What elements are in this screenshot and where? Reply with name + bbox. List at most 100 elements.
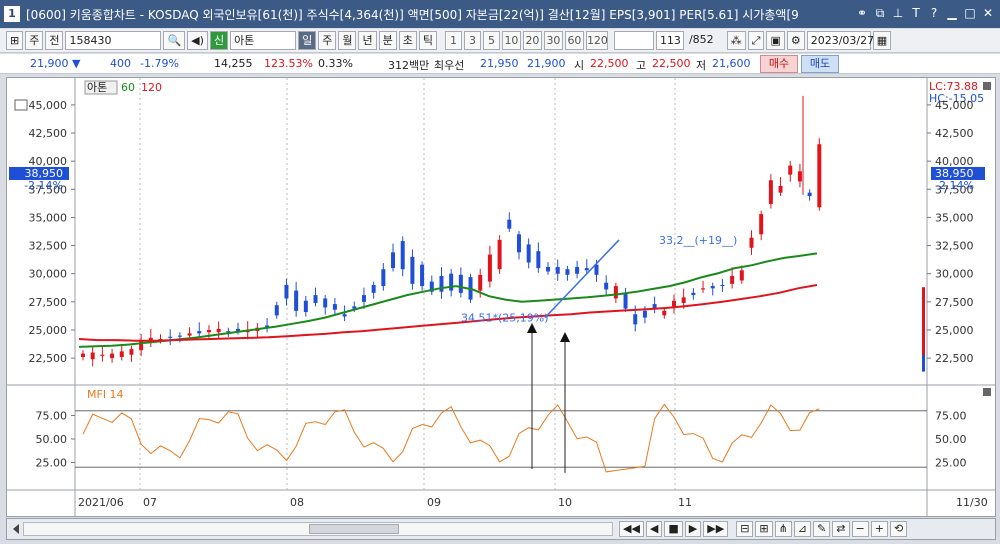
scroll-thumb[interactable] [309,524,399,534]
candle [807,192,812,197]
chart-panel[interactable]: 아톤 60 120 LC:73.88 HC:-15.05 MFI 14 45,0… [6,77,996,517]
link-icon[interactable]: ⚭ [856,6,868,20]
grid-icon[interactable] [14,99,28,111]
mfi-tick-label-right: 75.00 [935,410,967,423]
period-month[interactable]: 월 [338,31,357,50]
price-panel-close-icon[interactable] [983,82,991,90]
pin-icon[interactable]: ⊥ [892,6,904,20]
x-axis-label: 09 [427,496,441,509]
help-icon[interactable]: ? [930,6,938,20]
interval-30[interactable]: 30 [543,31,563,50]
new-listing-badge: 신 [209,31,229,50]
period-week[interactable]: 주 [318,31,337,50]
interval-3[interactable]: 3 [463,31,481,50]
candle [361,295,366,302]
sound-icon[interactable]: ◀) [187,31,208,50]
prev-icon[interactable]: ◀ [645,521,663,537]
layout-icon[interactable]: ⊞ [6,31,24,50]
reset-icon[interactable]: ⟲ [889,521,908,537]
plus-icon[interactable]: + [870,521,888,537]
candle [662,310,667,316]
count-input[interactable]: 113 [655,31,684,50]
save-icon[interactable]: ▣ [766,31,785,50]
trend-icon[interactable]: ✎ [813,521,831,537]
candle [294,290,299,311]
period-second[interactable]: 초 [398,31,417,50]
price-tick-label: 30,000 [29,268,68,281]
horizontal-scrollbar[interactable] [23,522,613,536]
interval-20[interactable]: 20 [522,31,542,50]
buy-button[interactable]: 매수 [760,55,798,73]
code-type-select[interactable]: 전 [45,31,64,50]
date-input[interactable]: 2023/03/27 [806,31,874,50]
market-select[interactable]: 주 [25,31,44,50]
interval-1[interactable]: 1 [444,31,462,50]
panel-close-icon[interactable] [983,388,991,396]
candle [284,284,289,299]
zoom-out-icon[interactable]: ⊟ [736,521,754,537]
indicator-icon[interactable]: ⊿ [793,521,812,537]
period-minute[interactable]: 분 [378,31,397,50]
mfi-line [82,403,820,473]
period-year[interactable]: 년 [358,31,377,50]
zoom-icon[interactable]: ⤢ [747,31,765,50]
candle [778,185,783,193]
stock-code-input[interactable]: 158430 [65,31,162,50]
x-axis-label: 2021/06 [78,496,124,509]
font-icon[interactable]: T [912,6,920,20]
last-page-icon[interactable]: ▶▶ [703,521,729,537]
scroll-left-icon[interactable] [11,524,19,534]
price-chart-svg[interactable]: 아톤 60 120 LC:73.88 HC:-15.05 MFI 14 45,0… [7,78,995,516]
restore-icon[interactable]: ⧉ [875,6,885,20]
calendar-icon[interactable]: ▦ [872,31,892,50]
candle [410,256,415,284]
maximize-icon[interactable]: □ [964,6,976,20]
interval-10[interactable]: 10 [501,31,521,50]
candle [768,180,773,204]
chart-type-icon[interactable]: ⋔ [774,521,792,537]
candle [730,275,735,284]
minus-icon[interactable]: − [851,521,869,537]
current-price-label-right: 38,950 [935,167,974,180]
candle [313,295,318,303]
interval-custom-input[interactable] [613,31,654,50]
price-tick-label-right: 35,000 [935,211,974,224]
compare-icon[interactable]: ⇄ [832,521,850,537]
gear-icon[interactable]: ⚙ [786,31,805,50]
candle [371,284,376,293]
search-icon[interactable]: 🔍 [163,31,186,50]
stock-name-field[interactable]: 아톤 [230,31,297,50]
period-day[interactable]: 일 [298,31,317,50]
first-page-icon[interactable]: ◀◀ [619,521,644,537]
current-price-marker [9,166,69,180]
current-price-label: 38,950 [25,167,64,180]
interval-120[interactable]: 120 [585,31,608,50]
candle [391,252,396,269]
sell-button[interactable]: 매도 [801,55,839,73]
x-axis-label: 10 [558,496,572,509]
open-price: 22,500 [590,57,629,70]
tools-icon[interactable]: ⁂ [726,31,746,50]
candle [478,274,483,291]
trend-line [544,239,620,319]
candle [797,171,802,182]
candle [139,340,144,351]
price-tick-label-right: 32,500 [935,240,974,253]
high-price: 22,500 [652,57,691,70]
interval-5[interactable]: 5 [482,31,500,50]
minimize-icon[interactable]: ▁ [947,6,957,20]
close-icon[interactable]: ✕ [982,6,994,20]
candle [274,305,279,316]
period-tick[interactable]: 틱 [418,31,437,50]
candle [110,353,115,359]
current-price: 21,900 [30,57,69,70]
candle [584,268,589,271]
zoom-in-icon[interactable]: ⊞ [755,521,773,537]
volume: 14,255 [214,57,253,70]
low-label: 저 [696,59,707,72]
interval-60[interactable]: 60 [564,31,584,50]
candle [206,329,211,333]
price-tick-label: 42,500 [29,127,68,140]
next-icon[interactable]: ▶ [684,521,702,537]
stop-icon[interactable]: ■ [664,521,683,537]
